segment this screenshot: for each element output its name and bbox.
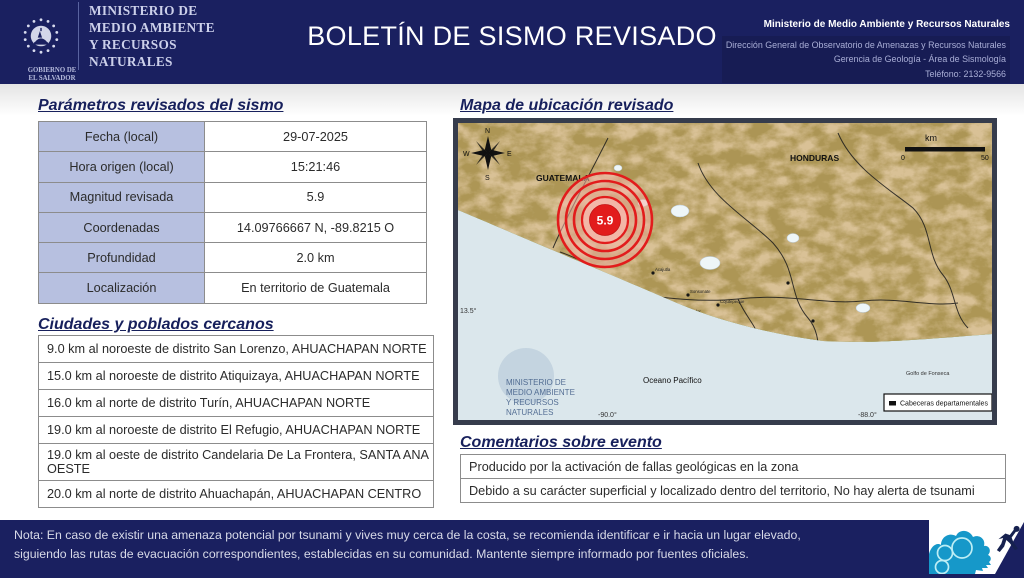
svg-text:km: km — [925, 133, 937, 143]
svg-text:50: 50 — [981, 155, 989, 162]
svg-text:S: S — [485, 175, 490, 182]
svg-text:N: N — [485, 128, 490, 135]
svg-text:0: 0 — [901, 155, 905, 162]
svg-text:5.9: 5.9 — [597, 214, 614, 228]
svg-text:-88.0°: -88.0° — [858, 411, 877, 419]
svg-text:HONDURAS: HONDURAS — [790, 153, 839, 163]
svg-text:Cojutepeque: Cojutepeque — [720, 299, 745, 304]
svg-text:MINISTERIO DE: MINISTERIO DE — [506, 378, 566, 387]
svg-text:MEDIO AMBIENTE: MEDIO AMBIENTE — [506, 388, 575, 397]
svg-text:Oceano Pacífico: Oceano Pacífico — [643, 376, 702, 385]
svg-text:Y RECURSOS: Y RECURSOS — [506, 398, 559, 407]
svg-text:Sonsonate: Sonsonate — [690, 289, 711, 294]
svg-text:E: E — [507, 151, 512, 158]
svg-text:W: W — [463, 151, 470, 158]
svg-text:Cabeceras departamentales: Cabeceras departamentales — [900, 401, 988, 408]
svg-text:-90.0°: -90.0° — [598, 411, 617, 419]
svg-text:13.5°: 13.5° — [460, 307, 477, 315]
svg-text:Acajutla: Acajutla — [655, 267, 671, 272]
svg-text:NATURALES: NATURALES — [506, 408, 553, 417]
svg-text:Golfo de Fonseca: Golfo de Fonseca — [906, 371, 950, 377]
